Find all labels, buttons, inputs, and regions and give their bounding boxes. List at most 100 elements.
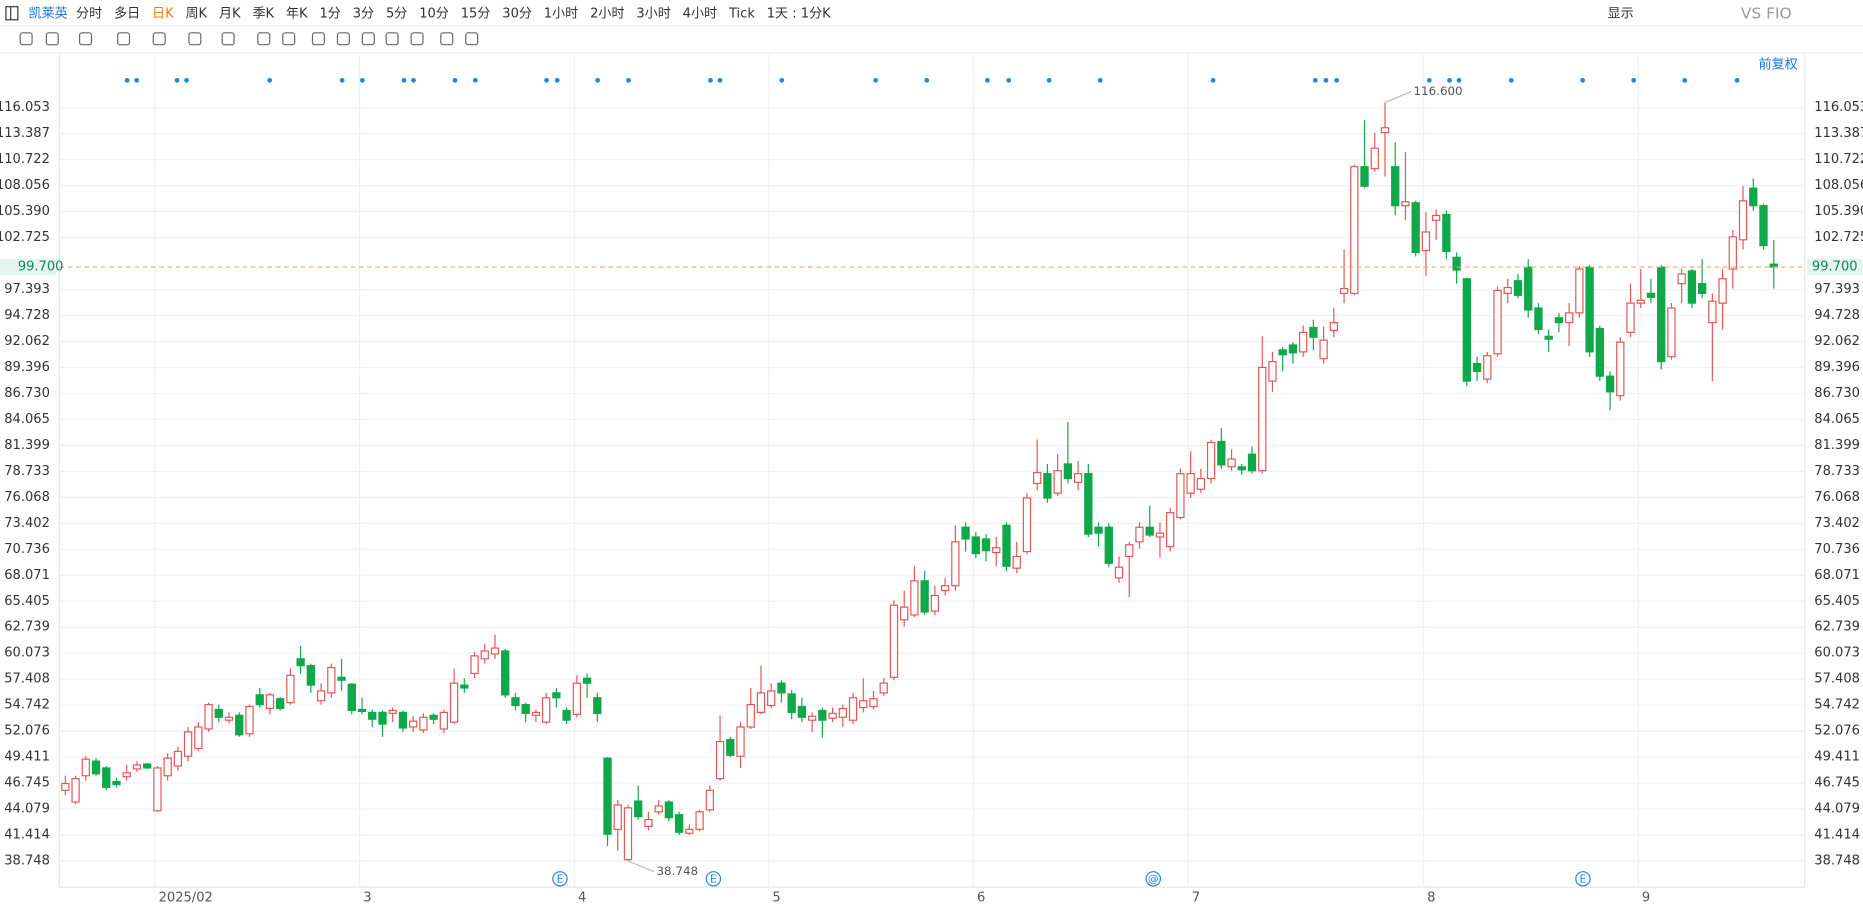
tool-icon[interactable]: [311, 32, 325, 46]
candle-body: [1513, 280, 1523, 296]
candle-body: [112, 780, 121, 786]
candle-body: [327, 666, 336, 694]
candle-body: [1268, 361, 1277, 382]
event-dot: [134, 77, 140, 83]
candle-body: [204, 704, 213, 730]
compare-button[interactable]: VS FIO: [1741, 4, 1792, 22]
event-marker[interactable]: [1575, 871, 1591, 887]
period-button[interactable]: 1天 : 1分K: [767, 6, 831, 21]
candle-body: [572, 682, 581, 715]
candle-body: [1728, 236, 1737, 270]
event-dot: [184, 77, 189, 83]
event-dot: [1508, 77, 1514, 83]
y-tick-label: 52.076: [4, 724, 50, 739]
period-button[interactable]: 15分: [461, 6, 491, 21]
period-button[interactable]: 5分: [386, 6, 407, 21]
candle-body: [552, 692, 561, 699]
event-marker[interactable]: [705, 871, 722, 887]
y-tick-label: 68.071: [4, 568, 50, 583]
x-tick-label: 4: [578, 890, 586, 905]
last-price-box: [1807, 258, 1863, 276]
candle-body: [102, 767, 111, 789]
candle-body: [1309, 326, 1318, 338]
candle-body: [541, 697, 551, 723]
event-marker[interactable]: [552, 871, 568, 887]
candle-body: [1483, 355, 1492, 380]
candle-body: [1084, 473, 1093, 535]
tool-icon[interactable]: [336, 32, 350, 46]
period-button[interactable]: 周K: [186, 6, 208, 21]
event-marker[interactable]: [1145, 871, 1162, 887]
candle-body: [654, 805, 663, 813]
y-tick-label-right: 46.745: [1814, 776, 1860, 791]
y-tick-label-right: 76.068: [1814, 490, 1860, 505]
candle-body: [1278, 349, 1287, 356]
candle-body: [664, 801, 674, 819]
tool-icon[interactable]: [19, 32, 33, 46]
tool-icon[interactable]: [465, 32, 479, 46]
candle-body: [1135, 526, 1144, 543]
period-button[interactable]: 4小时: [683, 6, 717, 21]
candle-body: [1043, 473, 1052, 499]
candle-body: [429, 714, 438, 720]
x-tick-label: 9: [1642, 890, 1650, 905]
candle-body: [91, 760, 101, 775]
tool-icon[interactable]: [117, 32, 131, 46]
period-button[interactable]: 2小时: [590, 6, 624, 21]
candle-body: [992, 547, 1001, 554]
candle-body: [286, 674, 295, 704]
candle-body: [337, 676, 346, 681]
candle-body: [439, 711, 449, 730]
candle-body: [603, 757, 612, 835]
period-button[interactable]: 分时: [76, 6, 102, 21]
y-tick-label: 57.408: [4, 672, 50, 687]
candle-body: [357, 708, 367, 713]
tool-icon[interactable]: [221, 32, 235, 46]
candle-body: [644, 818, 653, 827]
sidebar-toggle[interactable]: [5, 6, 19, 21]
candle-body: [1401, 201, 1410, 207]
event-dot: [717, 77, 723, 83]
period-button[interactable]: 30分: [502, 6, 532, 21]
tool-icon[interactable]: [385, 32, 399, 46]
x-tick-label: 8: [1427, 890, 1435, 905]
candle-body: [1472, 362, 1482, 372]
tool-icon[interactable]: [361, 32, 375, 46]
symbol[interactable]: 凯莱英: [29, 6, 68, 21]
last-price-box: [0, 258, 56, 276]
tool-icon[interactable]: [257, 32, 271, 46]
period-button[interactable]: 3分: [353, 6, 374, 21]
period-button[interactable]: 3小时: [636, 6, 670, 21]
period-button[interactable]: 1小时: [544, 6, 578, 21]
period-button[interactable]: 多日: [114, 5, 140, 21]
candle-body: [122, 772, 131, 778]
tool-icon[interactable]: [188, 32, 202, 46]
event-dot: [1312, 77, 1318, 83]
tool-icon[interactable]: [152, 32, 166, 46]
candle-body: [777, 682, 786, 694]
candle-body: [910, 580, 919, 616]
event-marker-label: E: [710, 872, 717, 885]
y-tick-label: 108.056: [0, 178, 50, 193]
adjust-menu[interactable]: 前复权: [1758, 56, 1797, 72]
period-button[interactable]: Tick: [728, 6, 755, 21]
candle-body: [900, 606, 909, 621]
candle-body: [501, 650, 510, 696]
annotation-label: 38.748: [657, 864, 699, 878]
y-tick-label: 62.739: [4, 620, 50, 635]
candle-body: [224, 716, 234, 721]
period-button[interactable]: 月K: [219, 6, 241, 21]
tool-icon[interactable]: [410, 32, 424, 46]
period-button[interactable]: 年K: [286, 6, 308, 21]
tool-icon[interactable]: [282, 32, 296, 46]
tool-icon[interactable]: [45, 32, 59, 46]
tool-icon[interactable]: [440, 32, 454, 46]
tool-icon[interactable]: [79, 32, 93, 46]
period-button[interactable]: 日K: [152, 6, 174, 21]
period-button[interactable]: 1分: [319, 6, 340, 21]
candle-body: [1749, 187, 1758, 207]
x-tick-label: 5: [772, 890, 780, 905]
period-button[interactable]: 季K: [252, 6, 274, 21]
display-menu[interactable]: 显示: [1608, 6, 1634, 21]
period-button[interactable]: 10分: [419, 6, 449, 21]
